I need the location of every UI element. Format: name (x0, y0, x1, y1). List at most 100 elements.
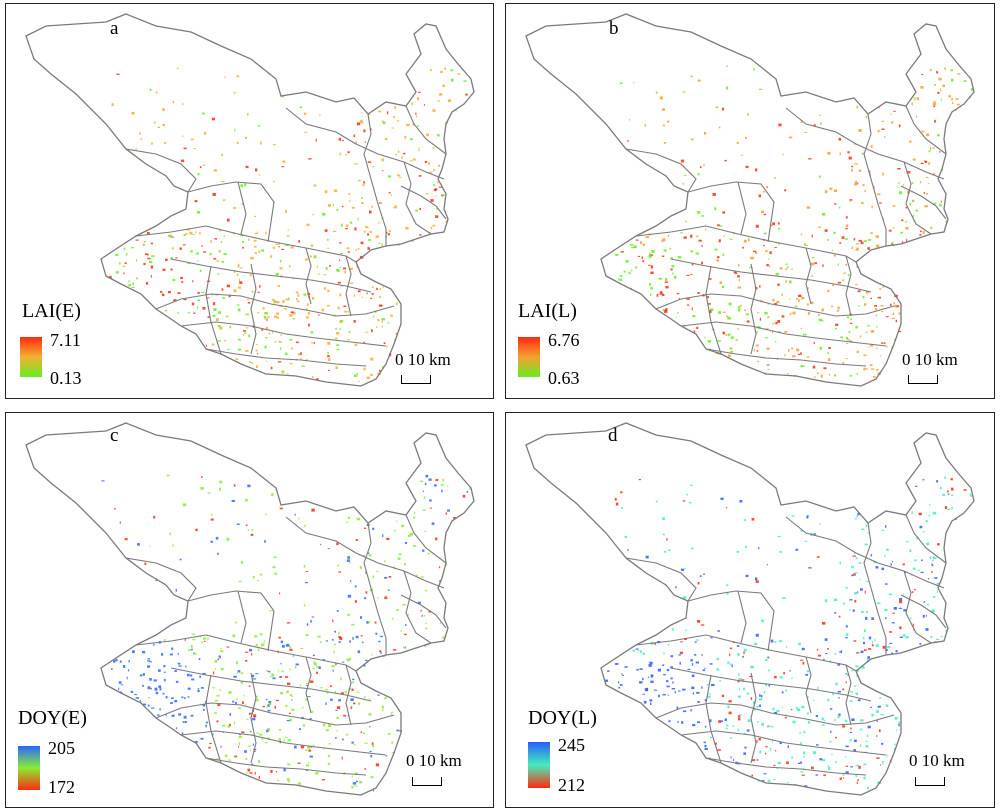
subbasin-boundary (687, 590, 775, 652)
subbasin-boundary (805, 247, 812, 305)
colorbar-max-b: 6.76 (548, 330, 580, 350)
subbasin-boundary (737, 590, 747, 644)
subbasin-boundary (180, 730, 387, 756)
subbasin-boundary (363, 113, 387, 246)
subbasin-boundary (187, 590, 275, 652)
subbasin-boundary (655, 702, 895, 726)
panel-letter-c: c (110, 425, 119, 446)
pixel-cluster-layer (615, 65, 973, 378)
subbasin-boundary (680, 321, 887, 347)
subbasin-boundary (705, 265, 722, 355)
subbasin-boundary (205, 348, 367, 367)
subbasin-boundary (285, 516, 445, 589)
subbasin-boundary (750, 672, 757, 764)
subbasin-boundary (125, 557, 197, 602)
subbasin-boundary (625, 557, 697, 602)
subbasin-boundary (785, 107, 945, 180)
scale-label-a: 0 10 km (395, 350, 451, 369)
subbasin-boundary (405, 514, 447, 564)
colorbar-min-b: 0.63 (548, 368, 580, 388)
subbasin-boundary (737, 181, 747, 235)
subbasin-boundary (900, 594, 947, 629)
colorbar-a (20, 337, 42, 377)
subbasin-boundary (905, 105, 947, 155)
subbasin-boundary (863, 522, 887, 655)
pixel-cluster-layer (109, 67, 468, 383)
subbasin-boundary (125, 148, 197, 193)
subbasin-boundary (785, 516, 945, 589)
colorbar-max-a: 7.11 (50, 330, 81, 350)
colorbar-min-c: 172 (48, 777, 75, 797)
subbasin-boundary (400, 594, 447, 629)
map-panel-b: b LAI(L) 6.76 0.63 0 10 km (505, 3, 995, 399)
subbasin-boundary (400, 185, 447, 220)
subbasin-boundary (237, 590, 247, 644)
subbasin-boundary (135, 634, 357, 672)
subbasin-boundary (670, 258, 872, 293)
region-map-c (25, 422, 475, 796)
colorbar-max-c: 205 (48, 738, 75, 758)
region-outline (25, 422, 475, 796)
subbasin-boundary (625, 148, 697, 193)
subbasin-boundary (900, 185, 947, 220)
subbasin-boundary (155, 702, 395, 726)
panel-letter-a: a (110, 18, 119, 39)
scale-label-b: 0 10 km (902, 350, 958, 369)
scale-bar-a (401, 375, 431, 384)
subbasin-boundary (135, 225, 357, 263)
subbasin-boundary (903, 161, 932, 235)
region-map-d (525, 422, 975, 796)
subbasin-boundary (345, 664, 352, 726)
pixel-cluster-layer (101, 474, 472, 794)
subbasin-boundary (187, 181, 275, 243)
colorbar-max-d: 245 (558, 735, 585, 755)
subbasin-boundary (345, 255, 352, 317)
subbasin-boundary (237, 181, 247, 235)
pixel-cluster-layer (605, 476, 973, 790)
subbasin-boundary (305, 247, 312, 305)
subbasin-boundary (750, 263, 757, 355)
scale-bar-c (412, 777, 442, 786)
subbasin-boundary (170, 667, 372, 702)
subbasin-boundary (250, 263, 257, 355)
colorbar-min-d: 212 (558, 775, 585, 795)
subbasin-boundary (805, 656, 812, 714)
subbasin-boundary (285, 107, 445, 180)
subbasin-boundary (903, 570, 932, 644)
subbasin-boundary (863, 113, 887, 246)
colorbar-c (18, 746, 40, 790)
subbasin-boundary (705, 757, 867, 776)
colorbar-d (528, 742, 550, 788)
subbasin-boundary (170, 258, 372, 293)
subbasin-boundary (845, 255, 852, 317)
subbasin-boundary (845, 664, 852, 726)
scale-label-d: 0 10 km (909, 751, 965, 770)
subbasin-boundary (155, 293, 395, 317)
colorbar-b (518, 337, 540, 377)
map-panel-c: c DOY(E) 205 172 0 10 km (5, 412, 494, 808)
scale-bar-b (908, 375, 938, 384)
legend-title-d: DOY(L) (528, 707, 597, 729)
subbasin-boundary (403, 161, 432, 235)
subbasin-boundary (205, 674, 222, 764)
region-map-a (25, 13, 475, 387)
subbasin-boundary (655, 293, 895, 317)
subbasin-boundary (635, 634, 857, 672)
region-outline (25, 13, 475, 387)
scale-label-c: 0 10 km (406, 751, 462, 770)
colorbar-min-a: 0.13 (50, 368, 82, 388)
legend-title-a: LAI(E) (22, 300, 81, 322)
legend-title-b: LAI(L) (518, 300, 577, 322)
map-panel-d: d DOY(L) 245 212 0 10 km (505, 412, 995, 808)
subbasin-boundary (205, 265, 222, 355)
subbasin-boundary (305, 656, 312, 714)
subbasin-boundary (635, 225, 857, 263)
panel-letter-d: d (608, 425, 618, 446)
map-panel-a: a LAI(E) 7.11 0.13 0 10 km (5, 3, 494, 399)
subbasin-boundary (405, 105, 447, 155)
subbasin-boundary (905, 514, 947, 564)
subbasin-boundary (670, 667, 872, 702)
subbasin-boundary (250, 672, 257, 764)
region-outline (525, 13, 975, 387)
scale-bar-d (915, 777, 945, 786)
